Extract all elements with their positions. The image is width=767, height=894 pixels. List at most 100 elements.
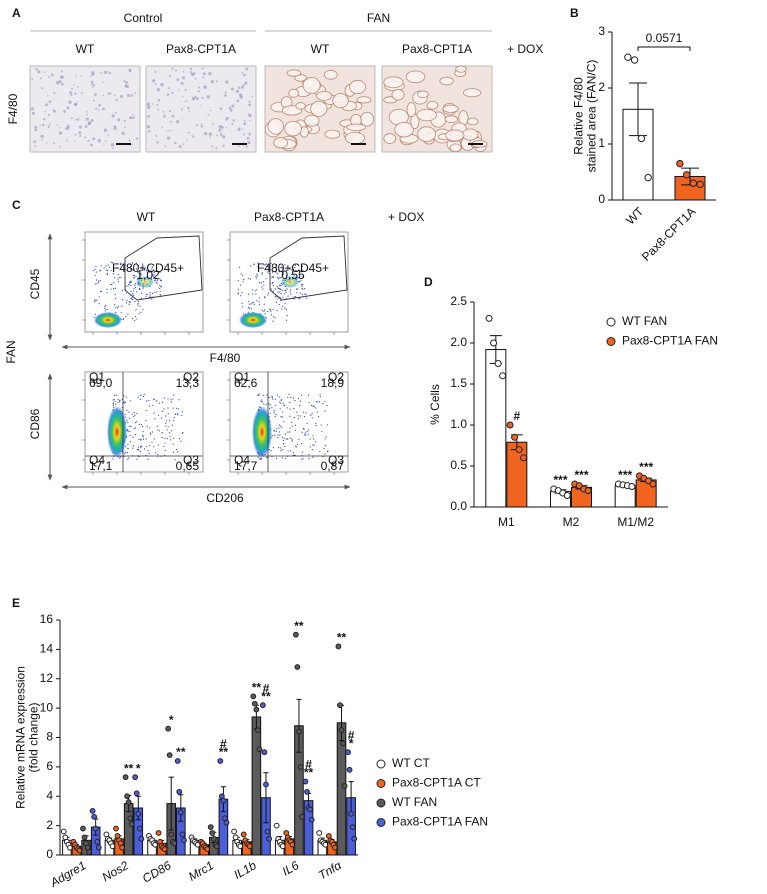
event bbox=[140, 269, 143, 271]
event bbox=[121, 290, 123, 292]
stain-dot bbox=[71, 87, 73, 90]
event bbox=[114, 287, 117, 289]
data-point bbox=[490, 339, 498, 347]
event bbox=[93, 301, 96, 303]
significance: ** bbox=[337, 631, 347, 645]
stain-dot bbox=[170, 129, 172, 132]
stain-dot bbox=[107, 92, 110, 95]
event bbox=[148, 452, 150, 454]
event bbox=[110, 269, 112, 271]
event bbox=[145, 438, 147, 440]
x-tick-label: Mrc1 bbox=[186, 858, 216, 883]
event bbox=[296, 411, 298, 413]
event bbox=[241, 302, 243, 304]
event bbox=[126, 452, 129, 454]
stain-dot bbox=[178, 145, 182, 149]
stain-dot bbox=[125, 81, 128, 84]
event bbox=[149, 432, 151, 434]
event bbox=[127, 443, 129, 445]
stain-dot bbox=[99, 72, 101, 74]
stain-dot bbox=[58, 145, 61, 148]
event bbox=[253, 263, 255, 266]
stain-dot bbox=[201, 96, 204, 100]
event bbox=[138, 265, 140, 267]
event bbox=[278, 271, 280, 273]
event bbox=[299, 292, 301, 294]
event bbox=[273, 410, 275, 412]
event bbox=[256, 273, 258, 275]
row-label: FAN bbox=[4, 340, 18, 363]
data-point bbox=[696, 180, 704, 189]
event bbox=[134, 316, 137, 318]
stain-dot bbox=[170, 120, 173, 123]
event bbox=[141, 426, 144, 428]
event bbox=[145, 295, 147, 297]
column-label: Pax8-CPT1A bbox=[402, 42, 472, 56]
stain-dot bbox=[126, 84, 129, 88]
event bbox=[131, 297, 133, 299]
quadrant-name: Q1 bbox=[234, 370, 250, 384]
stain-dot bbox=[44, 110, 47, 113]
event bbox=[157, 429, 159, 431]
event bbox=[119, 264, 122, 266]
stain-dot bbox=[167, 87, 170, 90]
event bbox=[263, 303, 265, 305]
event bbox=[321, 430, 323, 433]
event bbox=[174, 413, 177, 415]
event bbox=[279, 284, 282, 286]
event bbox=[314, 407, 317, 409]
data-point bbox=[125, 799, 132, 806]
event bbox=[112, 402, 114, 405]
stain-dot bbox=[43, 118, 46, 121]
event bbox=[296, 443, 299, 445]
event bbox=[324, 438, 326, 440]
stain-dot bbox=[34, 128, 38, 132]
stain-dot bbox=[187, 131, 190, 134]
event bbox=[159, 278, 161, 280]
stain-dot bbox=[86, 113, 89, 116]
event bbox=[161, 401, 164, 403]
data-point bbox=[138, 835, 145, 842]
data-point bbox=[89, 808, 96, 814]
stain-dot bbox=[220, 133, 223, 136]
event bbox=[292, 268, 295, 271]
event bbox=[106, 288, 108, 290]
event bbox=[319, 401, 321, 403]
event bbox=[274, 398, 277, 400]
event bbox=[265, 403, 267, 406]
event bbox=[94, 299, 96, 301]
stain-dot bbox=[65, 139, 68, 142]
event bbox=[307, 433, 309, 435]
stain-dot bbox=[239, 127, 241, 129]
event bbox=[301, 265, 303, 267]
event bbox=[172, 451, 174, 453]
legend-marker bbox=[606, 317, 616, 327]
data-point bbox=[210, 835, 217, 842]
quadrant-value: 0,65 bbox=[176, 459, 200, 473]
event bbox=[151, 268, 153, 270]
tubule bbox=[417, 90, 429, 99]
event bbox=[129, 281, 131, 283]
event bbox=[120, 312, 122, 314]
event bbox=[157, 278, 159, 280]
event bbox=[287, 396, 289, 398]
stain-dot bbox=[84, 125, 88, 128]
event bbox=[292, 397, 295, 399]
stain-dot bbox=[146, 125, 151, 129]
data-point bbox=[132, 774, 139, 781]
axis-title: CD86 bbox=[28, 408, 42, 439]
event bbox=[98, 303, 100, 305]
event bbox=[275, 430, 277, 433]
significance: ** bbox=[176, 745, 186, 759]
event bbox=[303, 415, 306, 418]
stain-dot bbox=[113, 126, 117, 131]
event bbox=[278, 396, 280, 398]
event bbox=[151, 441, 153, 443]
stain-dot bbox=[228, 106, 232, 110]
data-point bbox=[217, 758, 224, 764]
event bbox=[279, 291, 281, 293]
data-point bbox=[289, 841, 296, 848]
event bbox=[140, 394, 142, 396]
event bbox=[125, 451, 127, 454]
data-point bbox=[316, 830, 323, 836]
